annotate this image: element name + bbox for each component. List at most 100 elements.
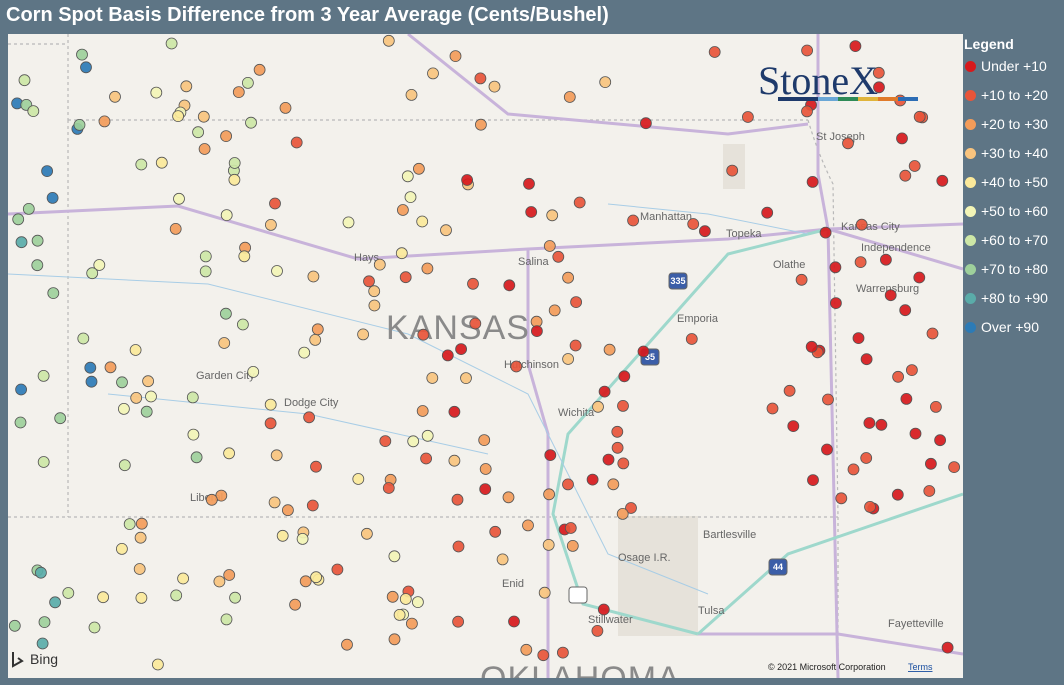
- location-dot: [198, 143, 211, 155]
- location-dot: [592, 400, 604, 413]
- location-dot: [93, 259, 106, 271]
- city-label: Osage I.R.: [618, 552, 671, 564]
- location-dot: [617, 399, 629, 412]
- location-dot: [88, 621, 101, 634]
- location-dot: [368, 285, 381, 298]
- location-dot: [699, 225, 711, 238]
- location-dot: [405, 617, 418, 630]
- location-dot: [892, 370, 904, 383]
- location-dot: [379, 435, 392, 448]
- location-dot: [586, 473, 599, 486]
- location-dot: [264, 417, 277, 430]
- location-dot: [223, 569, 236, 581]
- legend-swatch: [965, 322, 976, 333]
- location-dot: [543, 240, 556, 252]
- location-dot: [296, 532, 309, 545]
- location-dot: [307, 270, 320, 283]
- location-dot: [941, 641, 954, 654]
- location-dot: [616, 507, 629, 520]
- location-dot: [854, 256, 867, 269]
- location-dot: [84, 361, 97, 374]
- location-dot: [523, 177, 535, 190]
- location-dot: [863, 417, 876, 429]
- location-dot: [531, 325, 543, 338]
- location-dot: [557, 646, 569, 659]
- location-dot: [909, 427, 922, 440]
- location-dot: [281, 504, 294, 517]
- location-dot: [213, 575, 226, 588]
- location-dot: [85, 375, 98, 388]
- location-dot: [640, 117, 652, 130]
- location-dot: [860, 452, 873, 464]
- location-dot: [116, 543, 128, 555]
- highway-shield: [668, 272, 688, 290]
- location-dot: [268, 496, 281, 509]
- city-label: Enid: [502, 578, 524, 590]
- location-dot: [38, 616, 51, 628]
- location-dot: [708, 46, 721, 58]
- location-dot: [228, 157, 241, 169]
- location-dot: [35, 566, 47, 579]
- location-dot: [420, 452, 433, 465]
- city-label: Manhattan: [640, 211, 692, 223]
- location-dot: [199, 250, 212, 263]
- legend-label: +50 to +60: [981, 203, 1048, 219]
- location-dot: [849, 40, 862, 53]
- location-dot: [562, 353, 574, 365]
- location-dot: [503, 279, 516, 292]
- legend-swatch: [965, 293, 976, 304]
- location-dot: [726, 164, 739, 177]
- location-dot: [12, 213, 25, 226]
- location-dot: [852, 332, 865, 345]
- location-dot: [884, 289, 897, 302]
- location-dot: [452, 615, 465, 628]
- city-label: St Joseph: [816, 131, 865, 143]
- highway-number: 44: [773, 562, 783, 572]
- location-dot: [618, 370, 631, 383]
- location-dot: [597, 603, 610, 616]
- city-label: Salina: [518, 256, 549, 268]
- location-dot: [151, 658, 164, 671]
- location-dot: [525, 206, 538, 218]
- location-dot: [310, 571, 323, 584]
- state-borders: [8, 34, 839, 678]
- location-dot: [899, 304, 912, 317]
- location-dot: [46, 191, 59, 204]
- location-dot: [253, 63, 266, 76]
- location-dot: [360, 527, 373, 540]
- location-dot: [872, 66, 885, 79]
- location-dot: [807, 474, 819, 487]
- location-dot: [31, 234, 44, 247]
- map-background: [8, 34, 963, 678]
- location-dot: [311, 323, 324, 336]
- location-dot: [382, 482, 395, 494]
- location-dot: [819, 226, 832, 239]
- location-dot: [298, 346, 311, 359]
- location-dot: [563, 91, 576, 103]
- location-dot: [186, 391, 199, 404]
- city-label: Stillwater: [588, 614, 633, 626]
- location-dot: [913, 271, 926, 284]
- terms-link[interactable]: Terms: [908, 662, 933, 672]
- location-dot: [229, 591, 242, 604]
- title: Corn Spot Basis Difference from 3 Year A…: [6, 4, 609, 26]
- location-dot: [357, 328, 370, 341]
- location-dot: [220, 209, 233, 222]
- location-dot: [570, 296, 582, 309]
- location-dot: [236, 318, 249, 331]
- location-dot: [116, 376, 128, 389]
- legend-item: +20 to +30: [964, 116, 1062, 145]
- legend-swatch: [965, 61, 976, 72]
- location-dot: [479, 463, 492, 475]
- location-dot: [474, 72, 487, 85]
- location-dot: [948, 461, 960, 474]
- location-dot: [687, 218, 700, 230]
- location-dot: [238, 250, 251, 263]
- legend-swatch: [965, 90, 976, 101]
- location-dot: [502, 491, 515, 504]
- city-label: Hays: [354, 252, 380, 264]
- location-dot: [303, 411, 316, 424]
- location-dot: [766, 402, 779, 415]
- location-dot: [742, 111, 754, 123]
